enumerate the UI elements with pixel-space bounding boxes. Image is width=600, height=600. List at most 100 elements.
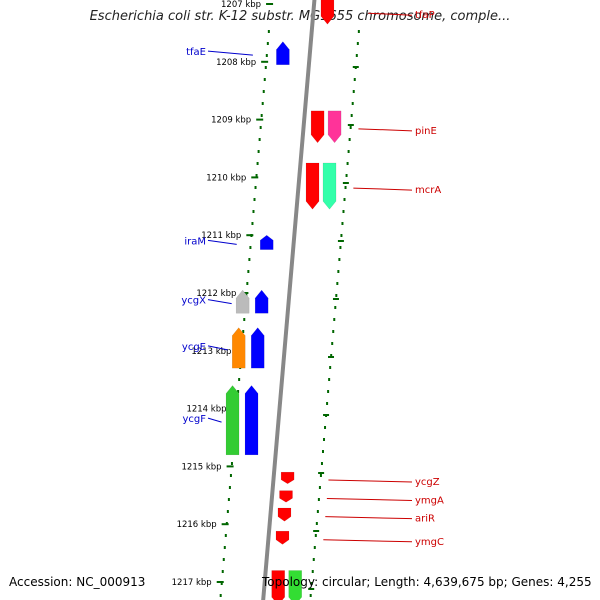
kbp-tick-label: 1215 kbp [182,462,222,472]
gene-leader-line [353,187,413,191]
guide-dot-left [224,534,227,537]
gene-label-pinE[interactable]: pinE [415,126,437,137]
guide-dot-left [226,510,229,513]
gene-leader-line [207,345,228,351]
guide-dot-right [342,210,345,213]
guide-dot-left [262,90,265,93]
guide-dot-left [249,246,252,249]
guide-dot-right [352,90,355,93]
guide-dot-right [328,378,331,381]
guide-dot-left [221,570,224,573]
guide-dot-left [252,210,255,213]
kbp-tick-mark [246,234,254,237]
gene-reverse-ycgF[interactable] [244,385,259,456]
gene-leader-line [207,50,253,56]
guide-dot-left [246,282,249,285]
gene-label-ymgC[interactable]: ymgC [415,537,444,548]
guide-dot-left [243,318,246,321]
guide-dot-right [317,498,320,501]
guide-dot-right [331,342,334,345]
guide-dot-left [242,330,245,333]
guide-dot-right [346,162,349,165]
gene-label-ycgZ[interactable]: ycgZ [415,477,440,488]
gene-leader-line [326,497,413,501]
guide-dot-right [314,534,317,537]
guide-dot-left [258,138,261,141]
gene-reverse-ycgX[interactable] [254,289,269,314]
kbp-tick-label: 1213 kbp [191,347,231,357]
guide-dot-left [230,462,233,465]
guide-dot-right [335,294,338,297]
gene-forward-ariR[interactable] [277,507,292,522]
gene-reverse-ycgE[interactable] [250,327,265,369]
gene-forward-mcrA[interactable] [305,162,320,210]
gene-leader-line [368,12,413,16]
gene-label-ycgE[interactable]: ycgE [182,342,206,353]
guide-dot-right [345,174,348,177]
guide-dot-right [326,402,329,405]
guide-dot-right [310,582,313,585]
gene-leader-line [323,539,413,543]
guide-dash-right [342,182,349,184]
gene-forward-unnamed[interactable] [271,570,285,600]
chromosome-backbone [261,0,317,600]
gene-label-ycgF[interactable]: ycgF [182,414,206,425]
kbp-tick-mark [261,60,269,63]
guide-dot-right [327,390,330,393]
gene-forward-ymgC[interactable] [275,530,290,545]
guide-dot-left [238,378,241,381]
gene-forward-ymgA[interactable] [279,490,293,503]
guide-dot-left [257,150,260,153]
guide-dot-right [332,330,335,333]
gene-leader-line [207,299,232,305]
guide-dot-right [316,510,319,513]
feature-forward-0[interactable] [327,110,342,144]
guide-dot-left [223,546,226,549]
gene-forward-pinE[interactable] [310,110,325,144]
guide-dash-right [323,414,330,416]
gene-forward-ycgZ[interactable] [280,471,295,485]
guide-dot-right [313,546,316,549]
guide-dot-right [357,30,360,33]
feature-reverse-0[interactable] [235,289,250,314]
gene-label-ycgX[interactable]: ycgX [181,296,206,307]
kbp-tick-label: 1216 kbp [177,520,217,530]
guide-dot-left [261,102,264,105]
gene-forward-tfaP[interactable] [320,0,335,25]
gene-label-tfaP[interactable]: tfaP [415,10,435,21]
gene-label-mcrA[interactable]: mcrA [415,185,441,196]
gene-reverse-iraM[interactable] [259,234,274,250]
kbp-tick-label: 1208 kbp [216,58,256,68]
guide-dot-left [256,162,259,165]
feature-reverse-1[interactable] [231,327,246,369]
feature-reverse-2[interactable] [225,385,240,456]
guide-dot-left [222,558,225,561]
guide-dot-right [347,150,350,153]
guide-dot-right [333,318,336,321]
gene-leader-line [325,516,413,520]
guide-dot-right [329,366,332,369]
guide-dot-right [312,558,315,561]
gene-label-ariR[interactable]: ariR [415,514,435,525]
gene-label-iraM[interactable]: iraM [184,236,206,247]
kbp-tick-mark [221,523,229,526]
guide-dot-right [311,570,314,573]
guide-dot-left [227,498,230,501]
guide-dot-right [350,114,353,117]
gene-reverse-tfaE[interactable] [276,41,290,65]
guide-dot-left [229,474,232,477]
gene-leader-line [358,128,413,132]
topology-summary: Topology: circular; Length: 4,639,675 bp… [262,575,592,589]
guide-dot-left [255,174,258,177]
guide-dot-left [248,258,251,261]
gene-label-ymgA[interactable]: ymgA [415,495,444,506]
guide-dot-right [348,138,351,141]
guide-dot-right [315,522,318,525]
guide-dot-right [309,594,312,597]
feature-forward-2[interactable] [288,570,302,600]
kbp-tick-label: 1214 kbp [186,405,226,415]
feature-forward-1[interactable] [322,162,337,210]
gene-label-tfaE[interactable]: tfaE [186,47,206,58]
